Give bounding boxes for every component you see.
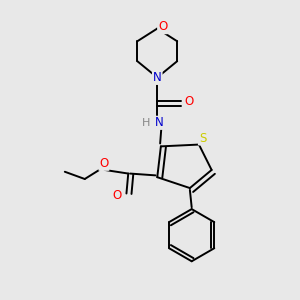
Text: S: S <box>199 131 206 145</box>
Text: O: O <box>99 157 109 170</box>
Text: N: N <box>155 116 164 129</box>
Text: O: O <box>158 20 167 33</box>
Text: H: H <box>142 118 151 128</box>
Text: N: N <box>153 71 162 84</box>
Text: O: O <box>184 94 194 108</box>
Text: O: O <box>113 189 122 202</box>
